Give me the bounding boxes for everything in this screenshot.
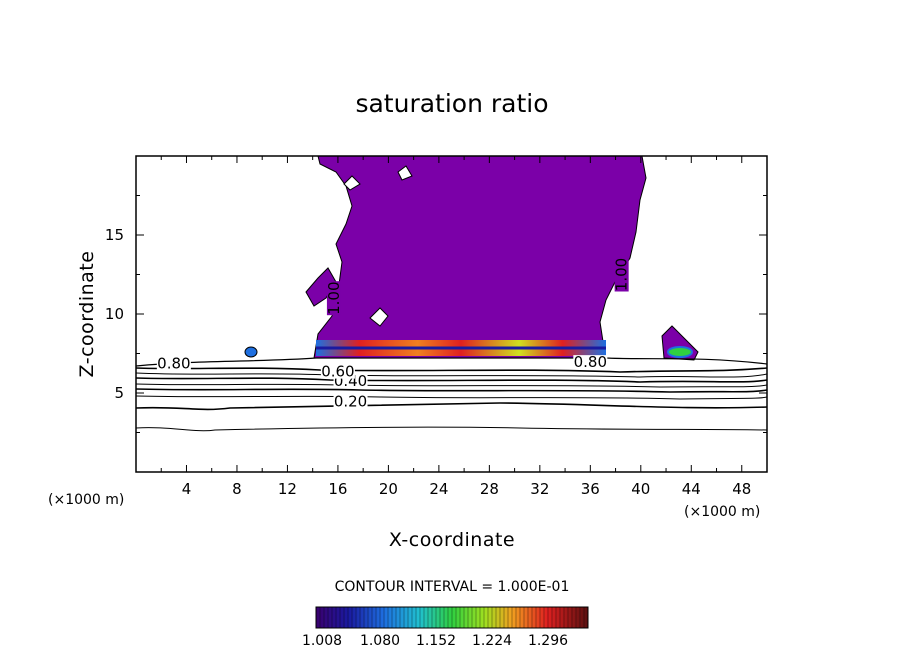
colorbar-stripes	[315, 607, 589, 628]
cloud-region	[313, 156, 647, 359]
x-tick-label: 24	[429, 480, 448, 498]
x-tick-label: 40	[631, 480, 650, 498]
colorbar-tick-labels: 1.008 1.080 1.152 1.224 1.296	[302, 633, 568, 649]
x-tick-label: 28	[480, 480, 499, 498]
contour-label-text: 1.00	[613, 258, 631, 291]
contour-line-0.40	[136, 388, 767, 393]
contour-label-bg	[333, 394, 368, 409]
x-tick-label: 20	[379, 480, 398, 498]
contour-label: 0.60	[320, 363, 355, 381]
x-unit-label-left: (×1000 m)	[48, 492, 124, 508]
y-axis-ticks: 5 10 15	[105, 195, 767, 433]
cloud-hole	[369, 307, 389, 327]
contour-line-0.20	[136, 402, 767, 411]
contour-interval-label: CONTOUR INTERVAL = 1.000E-01	[335, 579, 570, 595]
contour-label: 1.00	[325, 281, 343, 316]
contour-label-text: 0.20	[334, 393, 367, 411]
y-tick-label: 10	[105, 305, 124, 323]
x-tick-label: 44	[682, 480, 701, 498]
contour-line-0.50	[136, 383, 767, 388]
x-tick-label: 32	[530, 480, 549, 498]
x-tick-label: 16	[328, 480, 347, 498]
x-axis-label: X-coordinate	[389, 529, 515, 551]
contour-label: 0.20	[333, 393, 368, 411]
contour-line-0.80	[136, 367, 767, 373]
contour-line-0.60	[136, 377, 767, 383]
colorbar-tick-label: 1.080	[360, 633, 400, 649]
contour-label-bg	[614, 257, 629, 292]
cloud-patch-right-core	[667, 346, 693, 358]
contour-label-text: 0.80	[574, 353, 607, 371]
contour-label: 0.80	[156, 355, 191, 373]
contour-label: 1.00	[613, 257, 631, 292]
cloud-hole	[343, 175, 361, 191]
y-tick-label: 15	[105, 226, 124, 244]
contour-label-text: 0.80	[157, 355, 190, 373]
x-tick-label: 36	[581, 480, 600, 498]
chart-title: saturation ratio	[355, 89, 548, 118]
plot-field: 0.200.400.600.80 0.801.001.00	[136, 156, 767, 432]
contour-label-bg	[326, 281, 341, 316]
contour-label-text: 1.00	[325, 281, 343, 314]
contour-label-bg	[320, 364, 355, 379]
contour-label: 0.80	[573, 353, 608, 371]
contour-line-0.70	[136, 372, 767, 378]
x-tick-label: 48	[732, 480, 751, 498]
x-unit-label-right: (×1000 m)	[684, 504, 760, 520]
y-axis-label: Z-coordinate	[76, 251, 98, 378]
contour-line-0.30	[136, 395, 767, 400]
y-tick-label: 5	[114, 384, 124, 402]
contour-line-1.00	[136, 357, 767, 367]
cloud-hole	[397, 165, 413, 181]
cloud-patch-small	[244, 346, 258, 358]
colorbar-tick-label: 1.296	[528, 633, 568, 649]
contour-line-0.10	[136, 426, 767, 432]
contour-label-text: 0.60	[321, 363, 354, 381]
colorbar-tick-label: 1.224	[472, 633, 512, 649]
x-tick-label: 8	[232, 480, 242, 498]
colorbar-tick-label: 1.152	[416, 633, 456, 649]
x-tick-label: 12	[278, 480, 297, 498]
x-axis-ticks: 4 8 12 16 20 24 28 32 36 40 44 48	[160, 156, 751, 498]
x-tick-label: 4	[182, 480, 192, 498]
colorbar-tick-label: 1.008	[302, 633, 342, 649]
contour-label-bg	[573, 355, 608, 370]
contour-label-bg	[156, 356, 191, 371]
